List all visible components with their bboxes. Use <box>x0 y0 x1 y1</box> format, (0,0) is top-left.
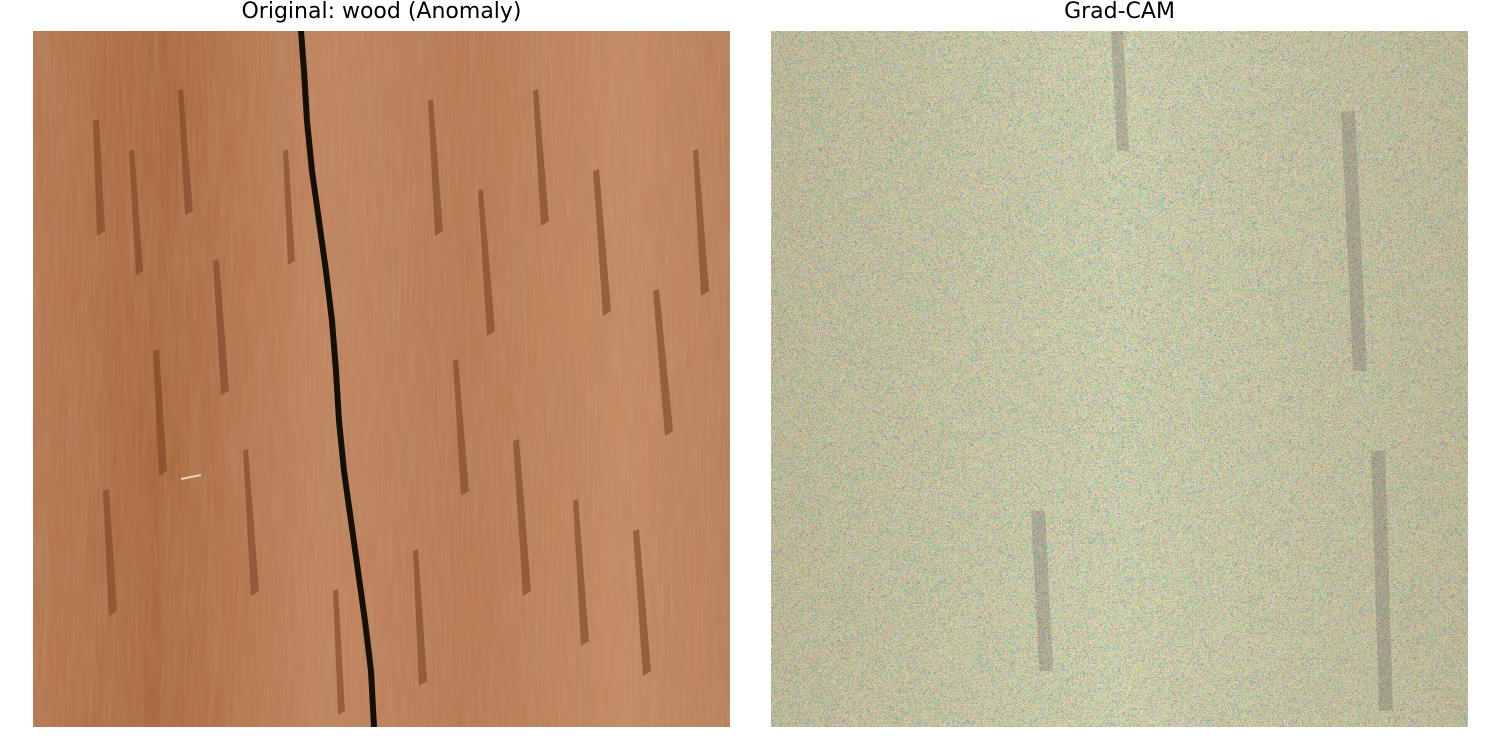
original-panel: Original: wood (Anomaly) <box>33 0 730 727</box>
gradcam-image-title: Grad-CAM <box>1064 0 1175 24</box>
gradcam-heatmap-image <box>771 31 1468 727</box>
gradcam-panel: Grad-CAM <box>771 0 1468 727</box>
original-image-title: Original: wood (Anomaly) <box>241 0 522 24</box>
original-wood-image <box>33 31 730 727</box>
wood-crack <box>298 31 377 727</box>
